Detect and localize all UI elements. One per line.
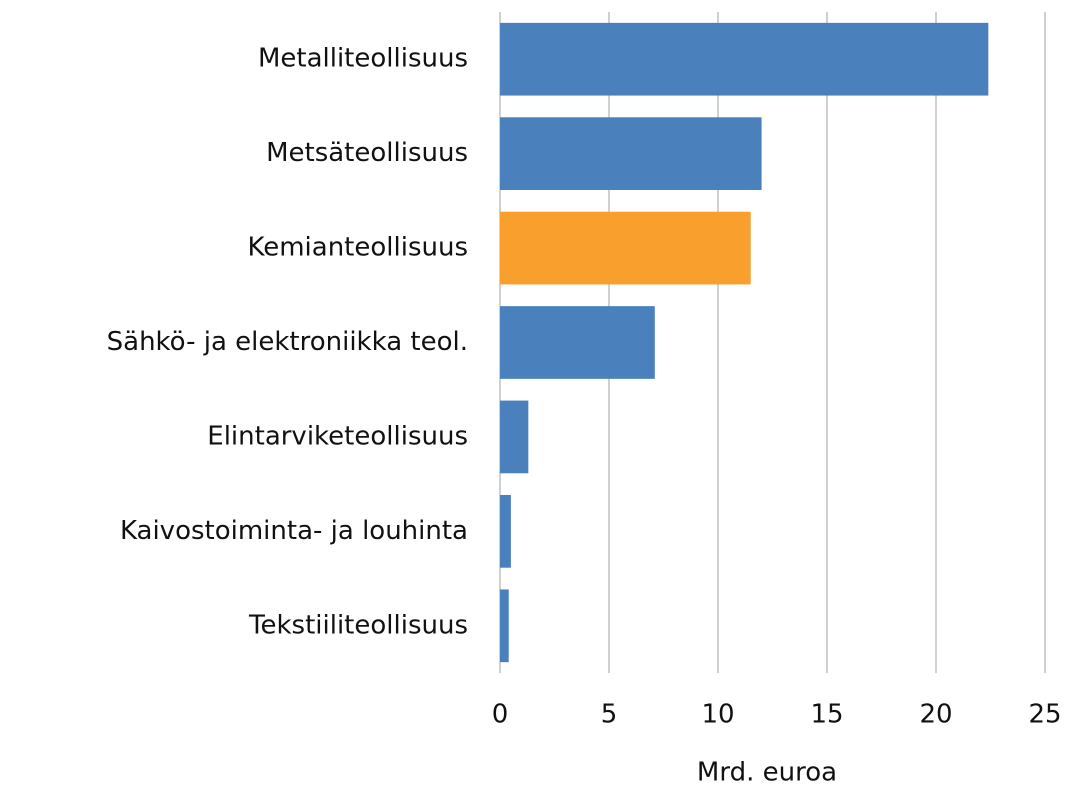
bar	[500, 117, 762, 190]
y-tick-label: Kaivostoiminta- ja louhinta	[120, 516, 468, 546]
y-tick-label: Kemianteollisuus	[247, 233, 468, 263]
bar	[500, 211, 751, 285]
x-tick-label: 10	[701, 700, 734, 730]
y-tick-label: Elintarviketeollisuus	[207, 421, 468, 451]
x-tick-label: 5	[601, 700, 618, 730]
y-tick-label: Tekstiiliteollisuus	[248, 610, 468, 640]
x-tick-label: 15	[810, 700, 843, 730]
x-axis-title: Mrd. euroa	[697, 758, 837, 785]
bar	[500, 589, 509, 663]
bar	[500, 306, 655, 379]
bar	[500, 400, 529, 474]
x-tick-label: 25	[1028, 700, 1061, 730]
bar	[500, 22, 989, 96]
y-tick-label: Sähkö- ja elektroniikka teol.	[107, 327, 468, 357]
x-tick-label: 20	[919, 700, 952, 730]
y-tick-label: Metalliteollisuus	[258, 44, 468, 74]
y-tick-label: Metsäteollisuus	[266, 138, 468, 168]
bar	[500, 495, 511, 568]
x-tick-label: 0	[492, 700, 509, 730]
